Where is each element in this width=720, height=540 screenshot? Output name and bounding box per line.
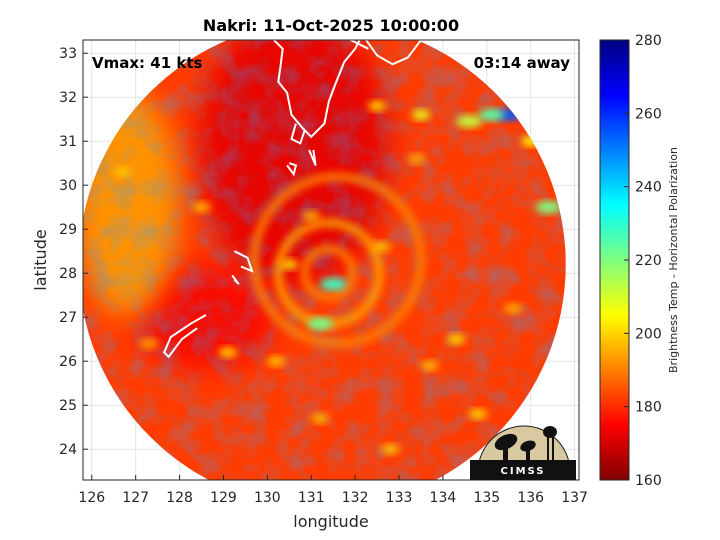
convective-cell xyxy=(113,167,132,177)
convective-cell xyxy=(456,115,483,128)
y-tick-label: 26 xyxy=(59,354,77,370)
x-tick-label: 128 xyxy=(166,490,193,506)
x-tick-label: 129 xyxy=(210,490,237,506)
colorbar-tick-label: 220 xyxy=(635,253,662,269)
satellite-dish-icon xyxy=(494,433,536,460)
x-tick-label: 132 xyxy=(342,490,369,506)
coastline xyxy=(273,40,361,139)
y-tick-label: 24 xyxy=(59,442,77,458)
convective-cell xyxy=(192,202,211,213)
cimss-logo: CIMSS xyxy=(470,425,576,480)
colorbar-tick-label: 240 xyxy=(635,180,662,196)
vmax-annotation: Vmax: 41 kts xyxy=(92,54,202,72)
colorbar-tick-label: 180 xyxy=(635,400,662,416)
convective-cell xyxy=(420,360,439,371)
convective-cell xyxy=(478,108,505,121)
convective-cell xyxy=(307,317,334,330)
convective-cell xyxy=(381,444,400,455)
y-axis-title: latitude xyxy=(31,229,50,290)
convective-cell xyxy=(368,101,387,111)
coastline xyxy=(350,40,369,50)
y-tick-label: 27 xyxy=(59,310,77,326)
coastline xyxy=(365,40,422,66)
coastline xyxy=(308,149,317,166)
x-tick-label: 133 xyxy=(386,490,413,506)
convective-cell xyxy=(372,241,391,252)
x-tick-label: 137 xyxy=(561,490,588,506)
convective-cell xyxy=(535,201,562,214)
convective-cell xyxy=(320,278,347,291)
water-tower-icon xyxy=(543,426,557,460)
coastline xyxy=(231,274,240,285)
x-tick-label: 134 xyxy=(430,490,457,506)
y-tick-label: 30 xyxy=(59,178,77,194)
convective-cell xyxy=(218,347,237,358)
chart-title: Nakri: 11-Oct-2025 10:00:00 xyxy=(203,16,459,35)
spiral-band xyxy=(249,172,426,348)
x-tick-label: 135 xyxy=(473,490,500,506)
convective-cell xyxy=(469,409,488,419)
x-axis-title: longitude xyxy=(293,512,368,531)
convective-cell xyxy=(267,356,286,367)
coastlines xyxy=(163,40,422,359)
coastline xyxy=(290,123,306,145)
convective-cell xyxy=(504,303,523,314)
coastline xyxy=(233,250,254,273)
convective-cell xyxy=(407,153,426,164)
spiral-band xyxy=(300,244,358,302)
y-tick-label: 28 xyxy=(59,266,77,282)
y-tick-label: 25 xyxy=(59,398,77,414)
logo-text: CIMSS xyxy=(501,466,546,477)
colorbar-tick-label: 280 xyxy=(635,33,662,49)
colorbar-ticks: 160 180 200 220 240 260 280 xyxy=(624,33,662,489)
y-tick-label: 33 xyxy=(59,46,77,62)
x-tick-label: 127 xyxy=(122,490,149,506)
y-tick-label: 31 xyxy=(59,134,77,150)
logo-bar xyxy=(470,460,576,480)
convective-cell xyxy=(311,413,330,424)
colorbar-tick-label: 160 xyxy=(635,473,662,489)
convective-cell xyxy=(139,338,158,349)
colorbar-tick-label: 200 xyxy=(635,326,662,342)
x-tick-label: 130 xyxy=(254,490,281,506)
colorbar-tick-label: 260 xyxy=(635,106,662,122)
x-tick-label: 126 xyxy=(78,490,105,506)
swath-texture xyxy=(83,40,566,480)
convective-cell xyxy=(411,109,430,120)
time-away-annotation: 03:14 away xyxy=(474,54,571,72)
y-tick-label: 32 xyxy=(59,90,77,106)
convective-cell xyxy=(447,334,466,345)
plot-frame xyxy=(82,39,580,481)
x-tick-label: 136 xyxy=(517,490,544,506)
convective-cell xyxy=(280,259,299,270)
y-tick-label: 29 xyxy=(59,222,77,238)
colorbar-title: Brightness Temp - Horizontal Polarizatio… xyxy=(667,147,680,373)
coastline xyxy=(163,314,207,359)
coastline xyxy=(286,162,298,177)
x-tick-label: 131 xyxy=(298,490,325,506)
convective-cell xyxy=(302,211,321,221)
y-axis-ticks: 24 25 26 27 28 29 30 31 32 33 xyxy=(59,46,88,458)
